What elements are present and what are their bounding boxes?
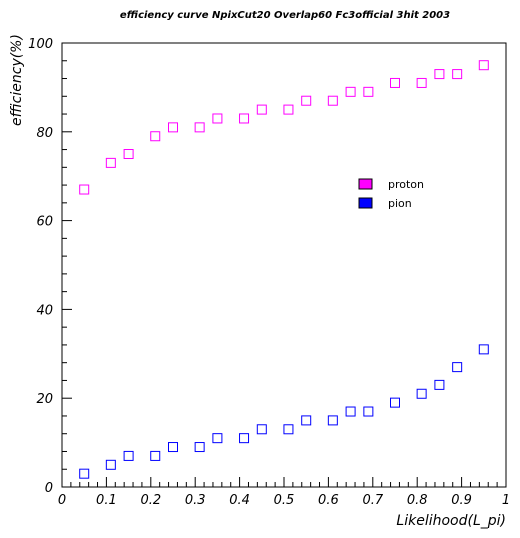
- proton-point: [194, 122, 205, 133]
- y-tick-label: 0: [45, 481, 53, 496]
- pion-point: [283, 424, 294, 435]
- pion-point: [168, 442, 178, 453]
- x-tick-label: 0.8: [407, 493, 428, 508]
- proton-point: [434, 69, 445, 80]
- proton-legend-swatch: [358, 178, 373, 190]
- x-tick-label: 0.4: [229, 493, 250, 508]
- x-tick-label: 1: [502, 493, 510, 508]
- proton-point: [105, 157, 116, 168]
- x-axis: 0 0.1 0.2 0.3 0.4 0.5 0.6 0.7 0.8 0.9 1: [58, 477, 510, 508]
- proton-point: [390, 77, 400, 88]
- x-tick-label: 0.7: [362, 493, 383, 508]
- x-tick-label: 0.2: [140, 493, 161, 508]
- pion-point: [212, 433, 223, 444]
- y-tick-label: 20: [36, 392, 53, 407]
- pion-legend-label: pion: [388, 197, 412, 210]
- pion-point: [123, 450, 134, 461]
- pion-point: [256, 424, 267, 435]
- proton-legend-label: proton: [388, 178, 424, 191]
- x-tick-label: 0: [58, 493, 66, 508]
- x-tick-label: 0.3: [185, 493, 206, 508]
- pion-point: [390, 397, 400, 408]
- pion-series: [79, 344, 489, 479]
- pion-point: [194, 442, 205, 453]
- y-axis: 0 20 40 60 80 100: [28, 37, 72, 496]
- pion-point: [452, 362, 463, 373]
- pion-point: [301, 415, 312, 426]
- proton-point: [416, 77, 427, 88]
- pion-point: [363, 406, 374, 417]
- y-tick-label: 100: [28, 37, 53, 52]
- proton-point: [168, 122, 178, 133]
- pion-point: [105, 459, 116, 470]
- pion-legend-swatch: [358, 197, 373, 209]
- proton-point: [345, 86, 356, 97]
- proton-point: [283, 104, 294, 115]
- proton-point: [256, 104, 267, 115]
- proton-point: [79, 184, 90, 195]
- legend: proton pion: [358, 178, 424, 210]
- pion-point: [416, 388, 427, 399]
- pion-point: [150, 450, 161, 461]
- x-tick-label: 0.1: [96, 493, 117, 508]
- pion-point: [327, 415, 338, 426]
- x-axis-label: Likelihood(L_pi): [396, 513, 506, 529]
- y-tick-label: 60: [36, 215, 53, 230]
- chart-title: efficiency curve NpixCut20 Overlap60 Fc3…: [120, 10, 450, 21]
- proton-point: [123, 149, 134, 159]
- proton-point: [327, 95, 338, 106]
- y-tick-label: 40: [36, 303, 53, 318]
- pion-point: [345, 406, 356, 417]
- pion-point: [434, 379, 445, 390]
- proton-series: [79, 60, 489, 195]
- proton-point: [301, 95, 312, 106]
- proton-point: [212, 113, 223, 124]
- proton-point: [478, 60, 489, 71]
- proton-point: [452, 69, 463, 80]
- y-tick-label: 80: [36, 126, 53, 141]
- x-tick-label: 0.5: [274, 493, 295, 508]
- proton-point: [363, 86, 374, 97]
- pion-point: [79, 468, 90, 479]
- proton-point: [150, 131, 161, 142]
- x-tick-label: 0.6: [318, 493, 339, 508]
- data-series: [79, 60, 489, 479]
- y-axis-label: efficiency(%): [9, 34, 25, 126]
- proton-point: [239, 113, 250, 124]
- pion-point: [478, 344, 489, 355]
- pion-point: [239, 433, 250, 444]
- x-tick-label: 0.9: [451, 493, 472, 508]
